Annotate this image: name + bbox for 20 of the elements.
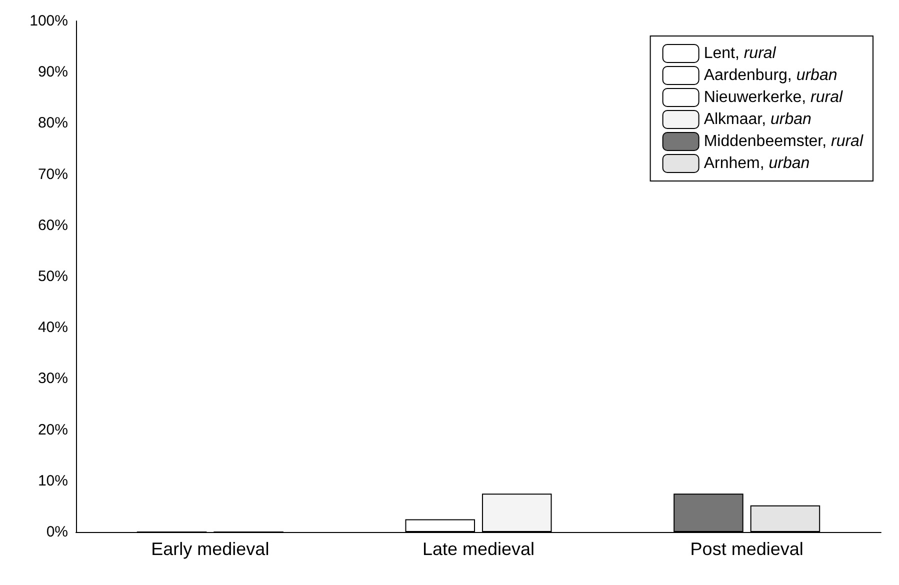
x-tick-label: Early medieval: [151, 539, 270, 559]
y-tick-label: 80%: [38, 114, 68, 132]
legend-label: Nieuwerkerke, rural: [704, 89, 843, 106]
legend-label: Aardenburg, urban: [704, 67, 838, 84]
legend-label: Arnhem, urban: [704, 155, 810, 172]
y-tick-label: 60%: [38, 216, 68, 234]
x-tick-label: Post medieval: [690, 539, 804, 559]
y-tick-label: 70%: [38, 166, 68, 183]
x-tick-label: Late medieval: [422, 539, 535, 559]
legend-label: Alkmaar, urban: [704, 111, 812, 128]
legend-label: Lent, rural: [704, 45, 776, 62]
y-tick-label: 30%: [38, 370, 68, 388]
y-tick-label: 20%: [38, 421, 68, 438]
y-tick-label: 100%: [30, 12, 68, 30]
y-tick-label: 10%: [38, 472, 68, 490]
legend-label: Middenbeemster, rural: [704, 133, 864, 150]
y-tick-label: 40%: [38, 319, 68, 336]
y-tick-label: 0%: [46, 524, 68, 540]
y-tick-label: 90%: [38, 64, 68, 81]
y-tick-label: 50%: [38, 268, 68, 285]
